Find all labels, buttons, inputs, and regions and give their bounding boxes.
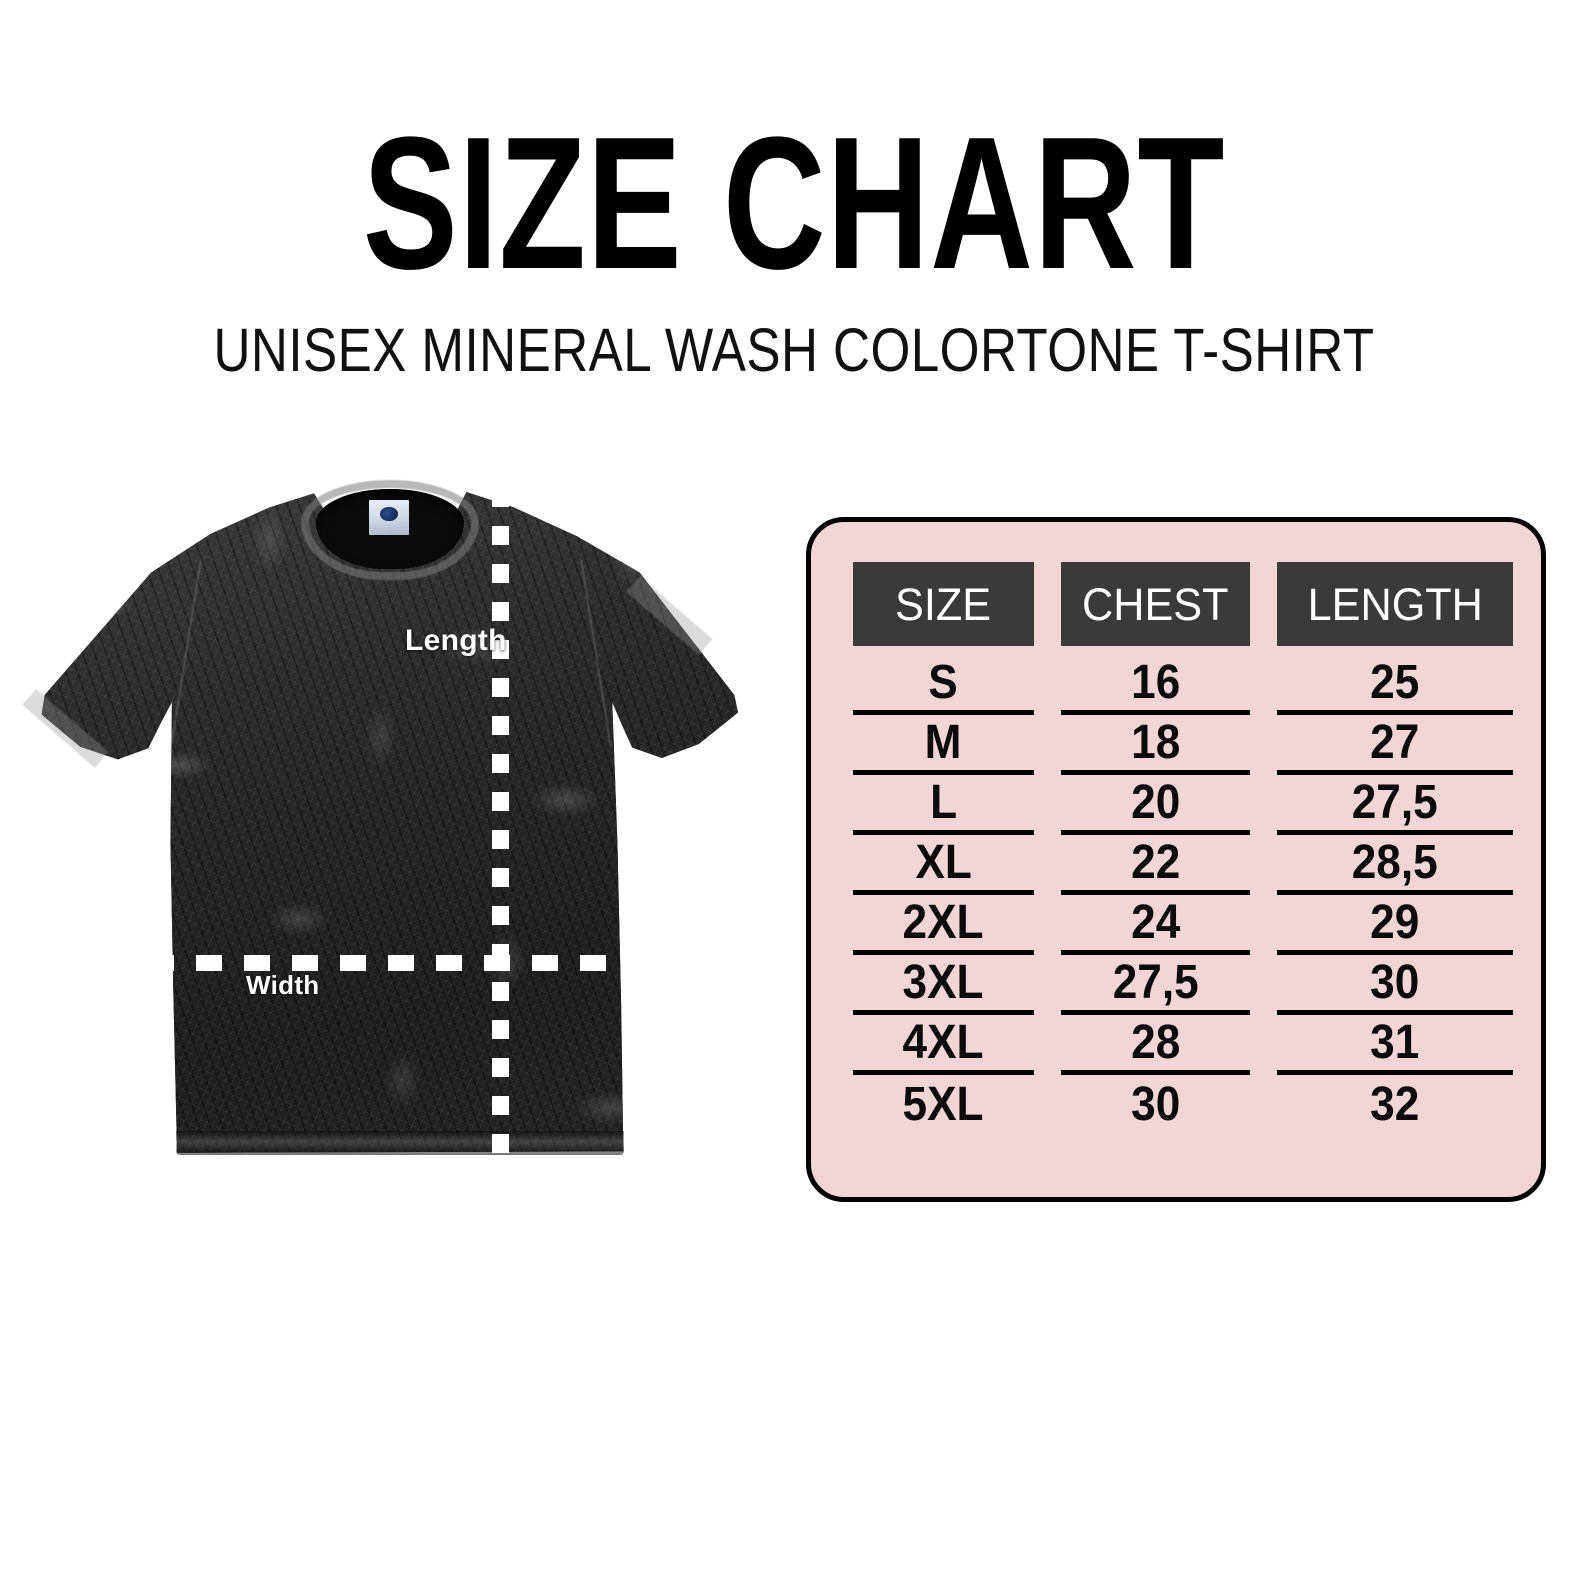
page-subtitle: UNISEX MINERAL WASH COLORTONE T-SHIRT: [213, 316, 1375, 384]
length-measurement-label: Length: [405, 624, 507, 657]
cell-chest-value: 28: [1130, 1015, 1180, 1069]
cell-length: 31: [1276, 1015, 1513, 1075]
cell-length-value: 25: [1370, 655, 1420, 709]
table-row: M 18 27: [853, 715, 1513, 775]
cell-length: 27: [1276, 715, 1513, 775]
cell-size: XL: [853, 835, 1034, 895]
cell-size-value: 3XL: [902, 955, 984, 1009]
cell-chest-value: 16: [1130, 655, 1180, 709]
brand-label-tag-icon: [368, 500, 409, 536]
cell-size: 3XL: [853, 955, 1034, 1015]
cell-length-value: 28,5: [1351, 835, 1438, 889]
cell-size: 4XL: [853, 1015, 1034, 1075]
cell-chest-value: 27,5: [1112, 955, 1199, 1009]
size-table-card: SIZE CHEST LENGTH S 16 25 M 18 27 L: [806, 517, 1546, 1202]
cell-chest: 28: [1060, 1015, 1250, 1075]
cell-length: 28,5: [1276, 835, 1513, 895]
cell-length-value: 31: [1370, 1015, 1420, 1069]
tshirt-illustration: [18, 478, 758, 1178]
cell-length-value: 32: [1370, 1078, 1420, 1131]
cell-length-value: 30: [1370, 955, 1420, 1009]
size-table-body: S 16 25 M 18 27 L 20 27,5 XL 22 28,5 2XL: [853, 655, 1513, 1135]
table-row: XL 22 28,5: [853, 835, 1513, 895]
cell-length: 30: [1276, 955, 1513, 1015]
cell-chest-value: 18: [1130, 715, 1180, 769]
cell-length: 25: [1276, 655, 1513, 715]
cell-size-value: M: [925, 715, 962, 769]
column-header-chest: CHEST: [1060, 562, 1250, 646]
cell-size: M: [853, 715, 1034, 775]
table-row: 2XL 24 29: [853, 895, 1513, 955]
column-header-length-label: LENGTH: [1307, 578, 1483, 630]
cell-length-value: 27: [1370, 715, 1420, 769]
tshirt-collar-rib: [301, 480, 479, 581]
cell-chest-value: 22: [1130, 835, 1180, 889]
cell-size-value: S: [928, 655, 959, 709]
cell-length-value: 27,5: [1351, 775, 1438, 829]
table-row: 3XL 27,5 30: [853, 955, 1513, 1015]
cell-chest: 30: [1061, 1075, 1250, 1135]
cell-size-value: 2XL: [902, 895, 984, 949]
cell-size: 2XL: [853, 895, 1034, 955]
table-row: S 16 25: [853, 655, 1513, 715]
cell-size: S: [853, 655, 1034, 715]
table-row: 4XL 28 31: [853, 1015, 1513, 1075]
cell-chest: 20: [1060, 775, 1250, 835]
table-row: 5XL 30 32: [853, 1075, 1513, 1135]
length-guide-dashed-line: [492, 488, 509, 1160]
cell-chest-value: 20: [1130, 775, 1180, 829]
cell-chest-value: 24: [1130, 895, 1180, 949]
cell-chest-value: 30: [1130, 1078, 1180, 1131]
cell-chest: 16: [1060, 655, 1250, 715]
column-header-size-label: SIZE: [895, 578, 992, 630]
cell-chest: 22: [1060, 835, 1250, 895]
column-header-length: LENGTH: [1276, 562, 1513, 646]
cell-length: 32: [1277, 1075, 1513, 1135]
column-header-chest-label: CHEST: [1082, 578, 1229, 630]
cell-chest: 24: [1060, 895, 1250, 955]
width-measurement-label: Width: [246, 970, 320, 1000]
cell-size: L: [853, 775, 1034, 835]
size-table-header-row: SIZE CHEST LENGTH: [853, 562, 1513, 646]
cell-chest: 27,5: [1060, 955, 1250, 1015]
cell-length: 29: [1276, 895, 1513, 955]
page-title: SIZE CHART: [362, 97, 1226, 309]
cell-size: 5XL: [853, 1075, 1034, 1135]
cell-size-value: XL: [915, 835, 972, 889]
bottom-hem: [175, 1131, 625, 1155]
table-row: L 20 27,5: [853, 775, 1513, 835]
cell-length: 27,5: [1276, 775, 1513, 835]
column-header-size: SIZE: [853, 562, 1034, 646]
cell-chest: 18: [1060, 715, 1250, 775]
cell-length-value: 29: [1370, 895, 1420, 949]
cell-size-value: 5XL: [902, 1078, 984, 1131]
width-guide-dashed-line: [148, 955, 726, 971]
size-table: SIZE CHEST LENGTH S 16 25 M 18 27 L: [853, 562, 1513, 1167]
cell-size-value: 4XL: [902, 1015, 984, 1069]
cell-size-value: L: [929, 775, 957, 829]
